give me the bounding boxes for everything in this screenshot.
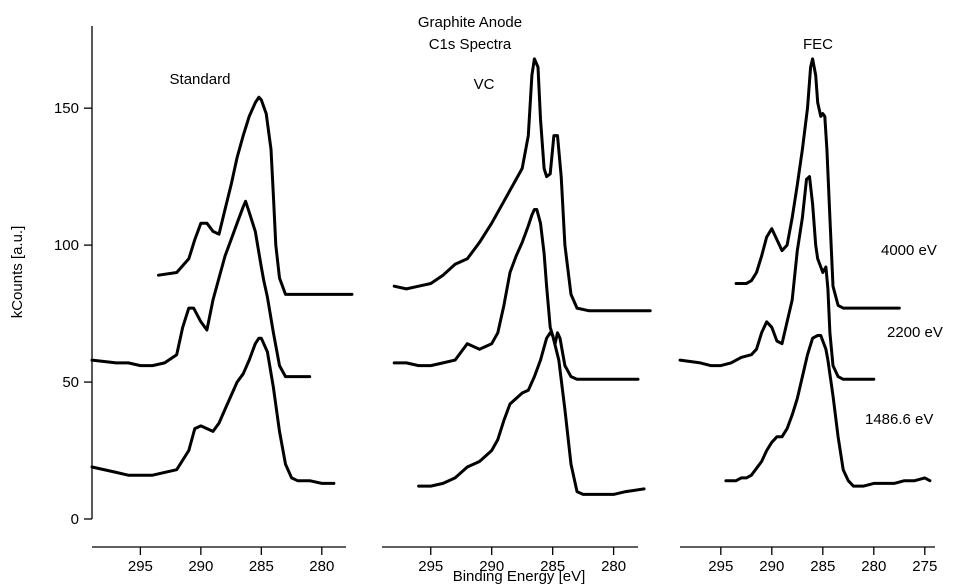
y-axis-label: kCounts [a.u.]	[9, 226, 26, 319]
spectrum-vc-1486-6	[417, 331, 646, 496]
spectrum-vc-2200	[392, 208, 640, 381]
energy-label-4000: 4000 eV	[881, 242, 937, 259]
x-tick-label-fec: 295	[708, 558, 733, 575]
x-tick-label-vc: 290	[479, 558, 504, 575]
y-tick-label: 50	[62, 374, 79, 391]
chart-title-line-2: C1s Spectra	[429, 36, 512, 53]
panel-label-vc: VC	[474, 76, 495, 93]
x-axis-ticks-fec: 295 290 285 280 275	[708, 547, 937, 575]
x-tick-label-standard: 290	[188, 558, 213, 575]
panel-vc: 295 290 285 280 VC	[382, 57, 652, 575]
x-tick-label-vc: 280	[601, 558, 626, 575]
energy-label-1486: 1486.6 eV	[865, 411, 933, 428]
x-tick-label-fec: 285	[810, 558, 835, 575]
y-tick-label: 150	[54, 100, 79, 117]
spectra-standard	[90, 95, 354, 485]
panel-label-standard: Standard	[170, 71, 231, 88]
spectrum-vc-4000	[392, 57, 652, 313]
spectrum-standard-2200	[90, 199, 312, 379]
x-tick-label-vc: 285	[540, 558, 565, 575]
x-tick-label-fec: 275	[912, 558, 937, 575]
x-tick-label-fec: 290	[759, 558, 784, 575]
x-axis-ticks-vc: 295 290 285 280	[418, 547, 626, 575]
y-axis-ticks: 0 50 100 150	[54, 100, 92, 528]
x-axis-label: Binding Energy [eV]	[453, 568, 586, 585]
spectrum-fec-4000	[734, 57, 901, 310]
x-tick-label-vc: 295	[418, 558, 443, 575]
y-tick-label: 0	[71, 511, 79, 528]
panel-standard: 295 290 285 280 Standard	[90, 71, 354, 575]
x-tick-label-standard: 285	[249, 558, 274, 575]
y-tick-label: 100	[54, 237, 79, 254]
spectra-vc	[392, 57, 652, 496]
x-axis-ticks-standard: 295 290 285 280	[128, 547, 334, 575]
spectrum-fec-2200	[678, 175, 876, 381]
spectrum-standard-1486-6	[90, 336, 336, 485]
spectrum-standard-4000	[157, 95, 354, 296]
x-tick-label-standard: 280	[309, 558, 334, 575]
panel-fec: 295 290 285 280 275 FEC	[678, 36, 937, 575]
x-tick-label-fec: 280	[861, 558, 886, 575]
spectrum-fec-1486-6	[724, 334, 932, 488]
panel-label-fec: FEC	[803, 36, 833, 53]
chart-title-line-1: Graphite Anode	[418, 14, 522, 31]
energy-label-2200: 2200 eV	[887, 324, 943, 341]
x-tick-label-standard: 295	[128, 558, 153, 575]
spectra-fec	[678, 57, 932, 488]
